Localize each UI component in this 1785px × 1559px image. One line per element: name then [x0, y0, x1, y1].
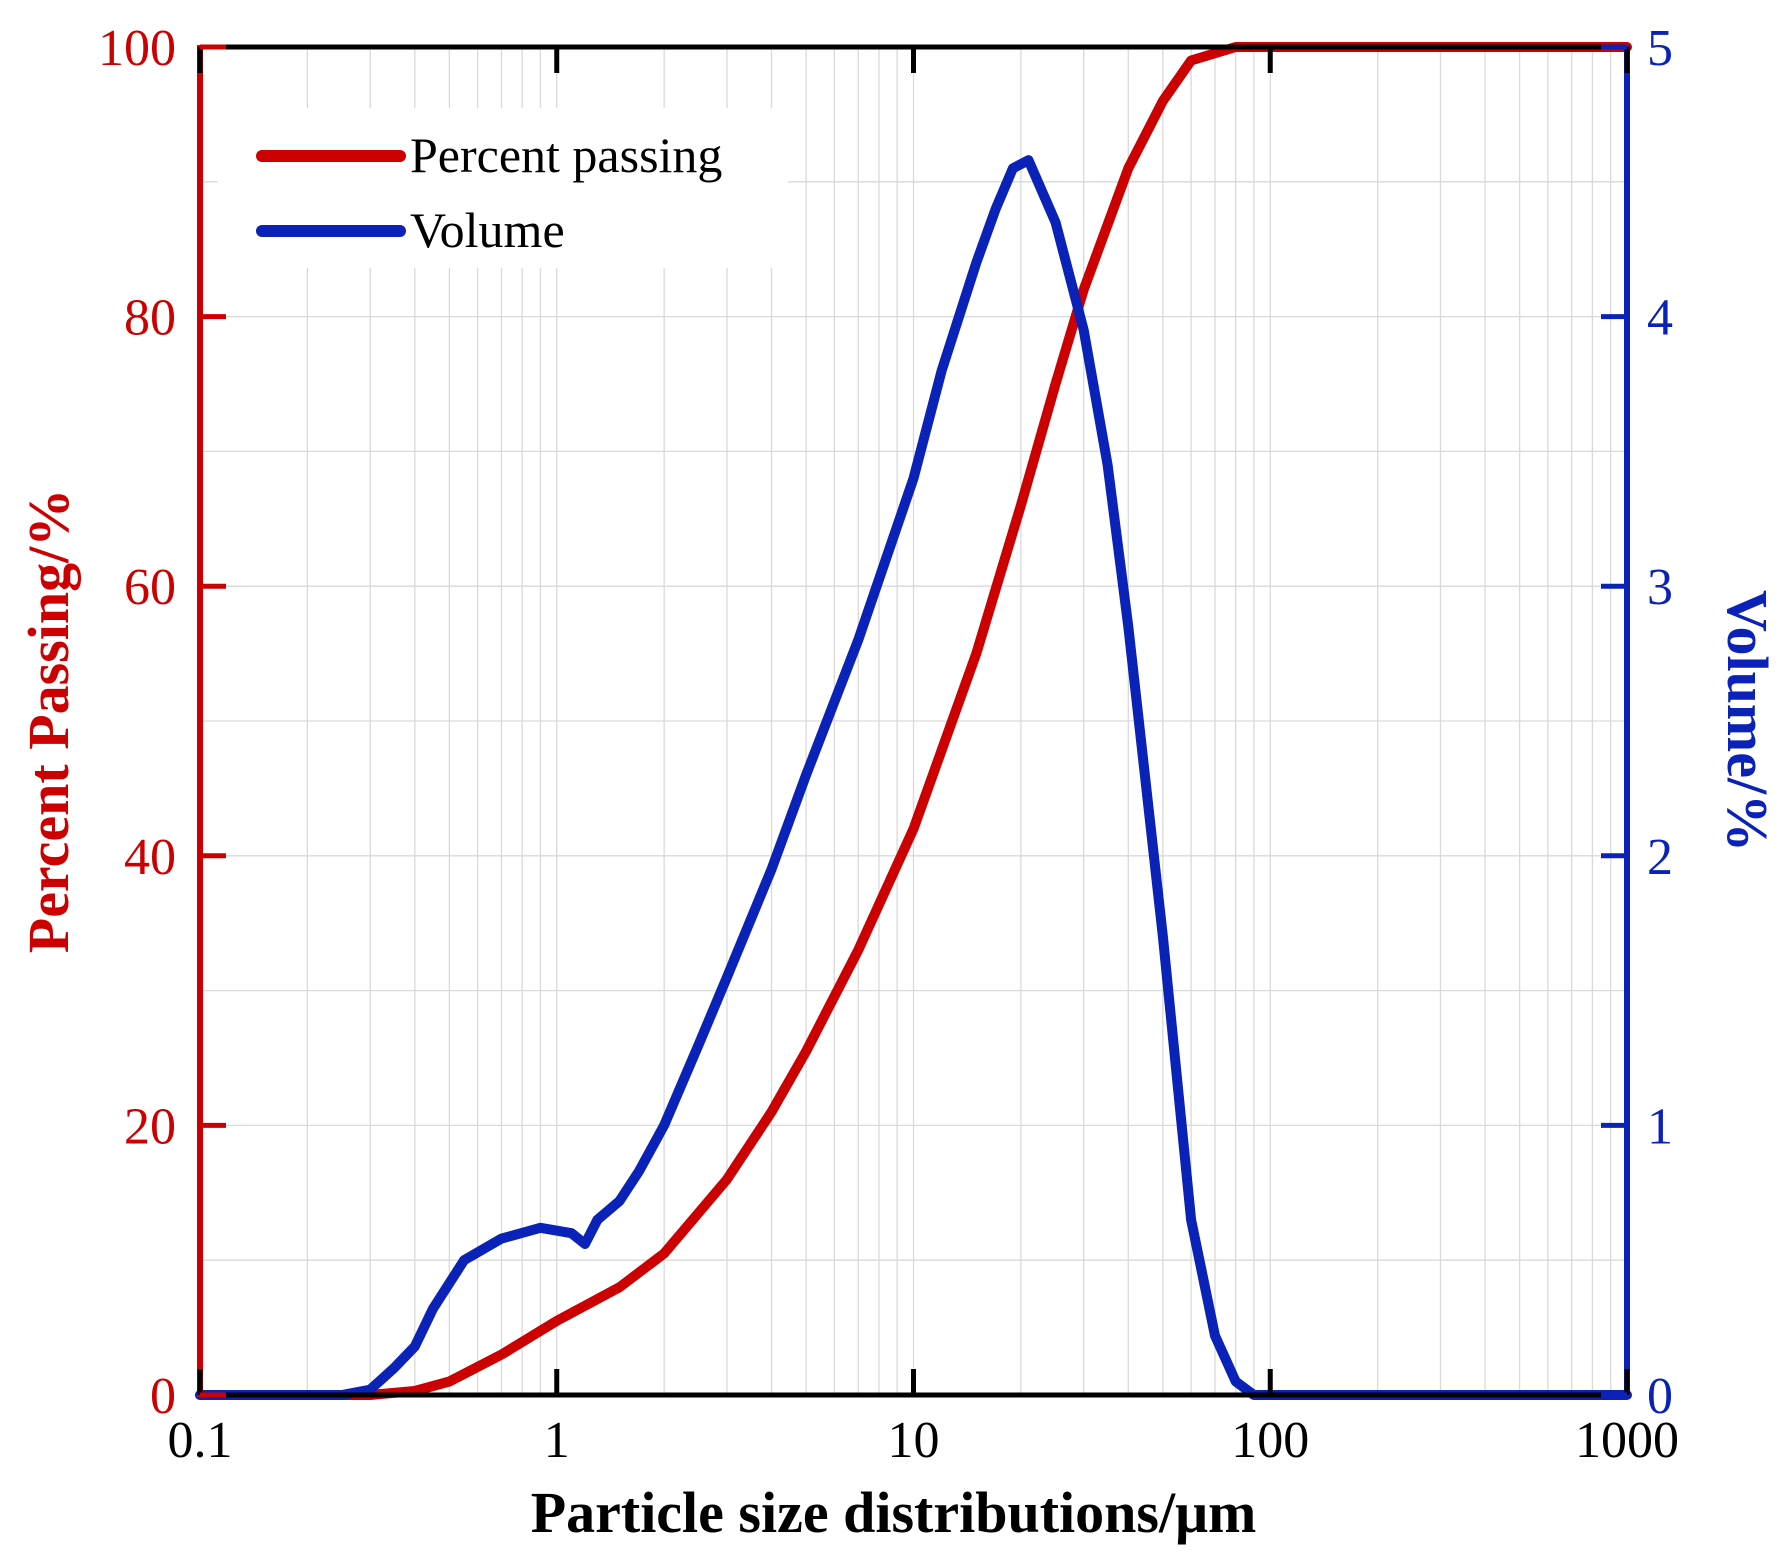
right-tick-label: 4 — [1647, 290, 1673, 347]
x-axis-title: Particle size distributions/μm — [531, 1480, 1257, 1545]
left-tick-label: 100 — [98, 20, 176, 77]
axis-labels: 0.1 1 10 100 1000020406080100012345Particle … — [16, 20, 1780, 1545]
right-tick-label: 5 — [1647, 20, 1673, 77]
left-tick-label: 80 — [124, 290, 176, 347]
right-tick-label: 2 — [1647, 829, 1673, 886]
right-axis-title: Volume/% — [1715, 590, 1780, 852]
right-tick-label: 1 — [1647, 1098, 1673, 1155]
left-axis-title: Percent Passing/% — [16, 489, 81, 953]
left-tick-label: 40 — [124, 829, 176, 886]
series-line-volume — [195, 155, 1632, 1400]
series-line-percent-passing — [195, 42, 1632, 1400]
right-tick-label: 3 — [1647, 559, 1673, 616]
axis-ticks — [197, 44, 1630, 1398]
legend-label: Percent passing — [410, 127, 722, 183]
x-tick-label: 0.1 — [168, 1412, 233, 1469]
right-tick-label: 0 — [1647, 1368, 1673, 1425]
x-tick-label: 1 — [544, 1412, 570, 1469]
legend-background — [218, 108, 788, 268]
legend: Percent passing Volume — [218, 108, 788, 268]
x-tick-label: 1000 — [1575, 1412, 1679, 1469]
legend-label: Volume — [410, 202, 565, 258]
x-tick-label: 10 — [888, 1412, 940, 1469]
left-tick-label: 20 — [124, 1098, 176, 1155]
left-tick-label: 0 — [150, 1368, 176, 1425]
x-tick-label: 100 — [1231, 1412, 1309, 1469]
series-layer — [195, 42, 1632, 1400]
left-tick-label: 60 — [124, 559, 176, 616]
